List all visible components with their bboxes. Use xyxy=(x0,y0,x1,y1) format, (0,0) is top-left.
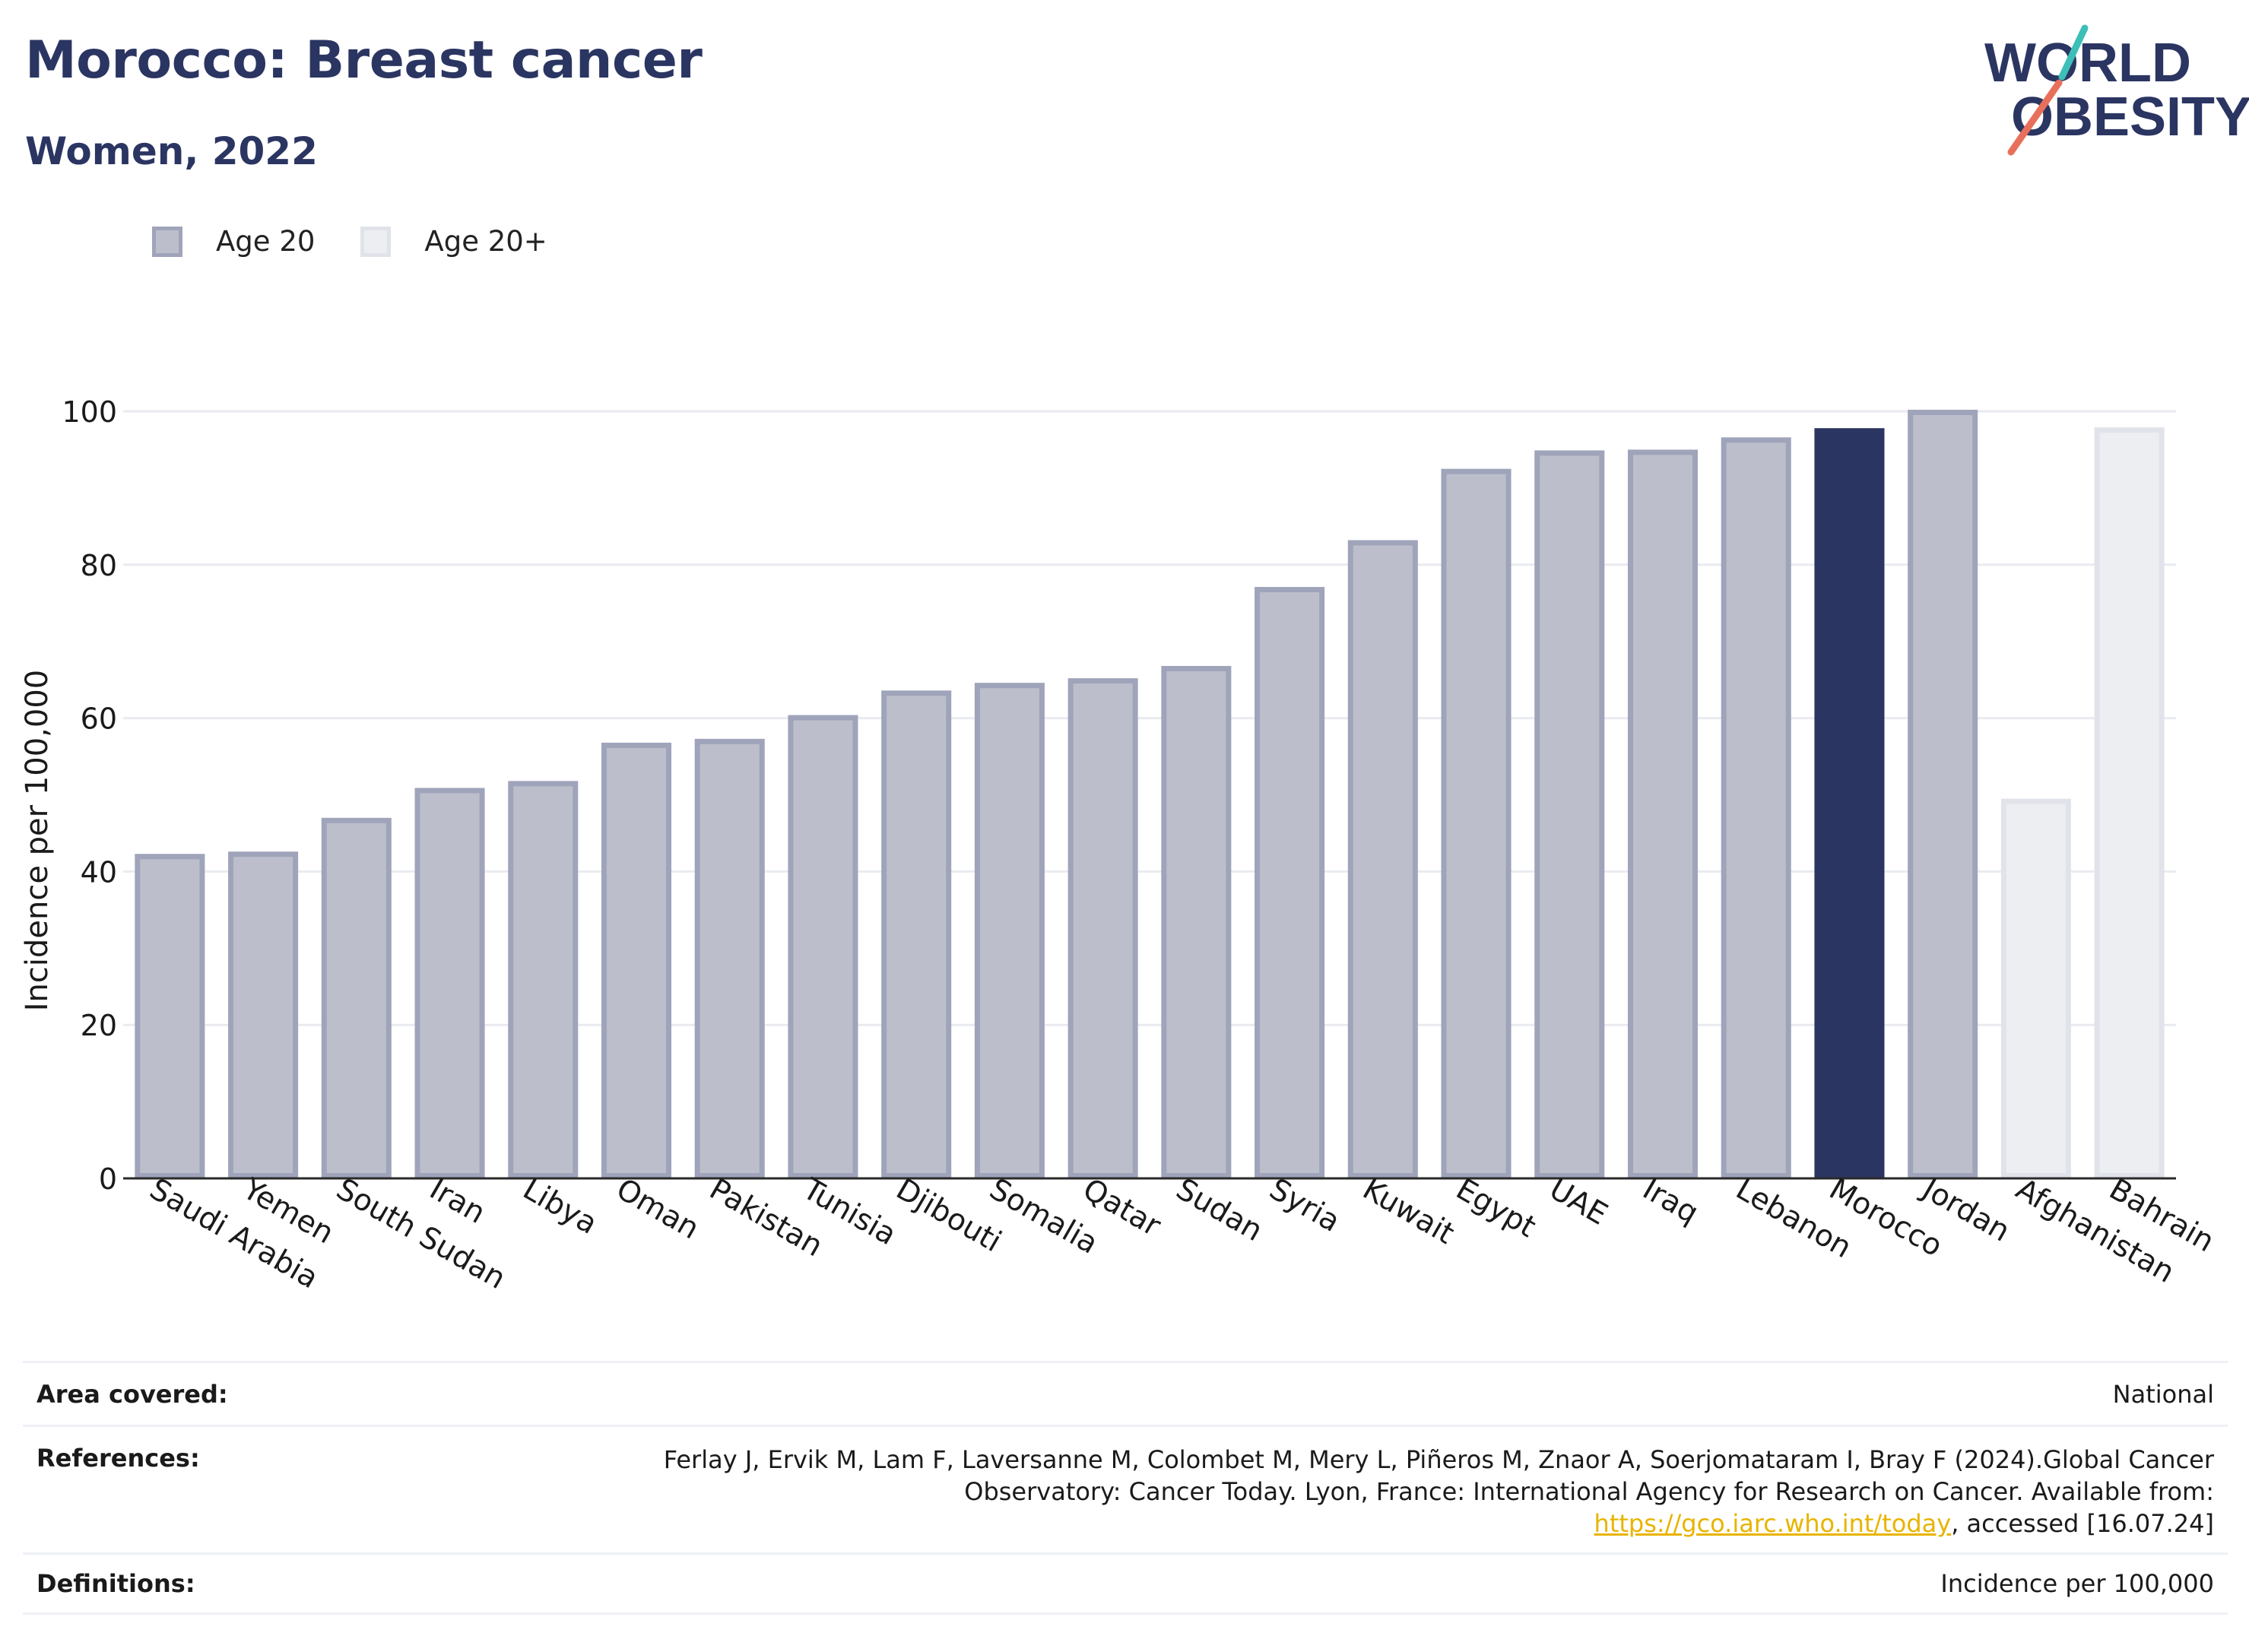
bar-kuwait[interactable] xyxy=(1347,540,1418,1178)
legend-item-age20plus[interactable]: Age 20+ xyxy=(360,225,547,258)
info-row-definitions: Definitions: Incidence per 100,000 xyxy=(23,1552,2228,1615)
references-accessed: , accessed [16.07.24] xyxy=(1951,1509,2214,1538)
legend: Age 20 Age 20+ xyxy=(152,225,593,258)
bar-yemen[interactable] xyxy=(228,851,299,1179)
bar-afghanistan[interactable] xyxy=(2000,798,2071,1178)
legend-swatch-age20 xyxy=(152,226,182,257)
references-text: Ferlay J, Ervik M, Lam F, Laversanne M, … xyxy=(663,1445,2214,1506)
chart-subtitle: Women, 2022 xyxy=(25,129,318,173)
bar-libya[interactable] xyxy=(508,781,579,1178)
bar-saudi-arabia[interactable] xyxy=(135,854,205,1178)
info-row-references: References: Ferlay J, Ervik M, Lam F, La… xyxy=(23,1425,2228,1552)
x-tick-label: Egypt xyxy=(1450,1172,1541,1245)
bar-iran[interactable] xyxy=(414,788,485,1178)
x-tick-label: Sudan xyxy=(1170,1172,1268,1248)
bar-bahrain[interactable] xyxy=(2094,427,2165,1178)
x-tick-label: Djibouti xyxy=(890,1172,1007,1260)
y-tick-label: 100 xyxy=(62,395,117,429)
area-label: Area covered: xyxy=(36,1379,228,1409)
definitions-label: Definitions: xyxy=(36,1569,195,1598)
bar-somalia[interactable] xyxy=(974,683,1045,1179)
bar-syria[interactable] xyxy=(1255,587,1325,1179)
logo-slash-coral xyxy=(2007,79,2063,156)
bar-iraq[interactable] xyxy=(1627,449,1699,1178)
references-link[interactable]: https://gco.iarc.who.int/today xyxy=(1594,1509,1952,1538)
y-axis-label: Incidence per 100,000 xyxy=(20,670,55,1012)
bar-morocco[interactable] xyxy=(1814,428,1885,1178)
x-tick-label: Libya xyxy=(517,1172,603,1241)
y-tick-label: 60 xyxy=(81,702,117,736)
bar-sudan[interactable] xyxy=(1161,665,1232,1179)
definitions-value: Incidence per 100,000 xyxy=(1940,1569,2214,1598)
logo-slash-teal xyxy=(2058,24,2089,81)
references-value: Ferlay J, Ervik M, Lam F, Laversanne M, … xyxy=(648,1444,2214,1539)
bar-south-sudan[interactable] xyxy=(321,817,392,1179)
bar-pakistan[interactable] xyxy=(694,738,765,1178)
info-row-area: Area covered: National xyxy=(23,1361,2228,1425)
y-tick-label: 20 xyxy=(81,1009,117,1042)
chart-title: Morocco: Breast cancer xyxy=(25,30,703,90)
bar-djibouti[interactable] xyxy=(881,690,952,1178)
bar-qatar[interactable] xyxy=(1067,678,1138,1178)
x-tick-label: South Sudan xyxy=(331,1172,512,1296)
legend-swatch-age20plus xyxy=(360,226,392,257)
x-tick-label: Oman xyxy=(611,1172,705,1247)
area-value: National xyxy=(2112,1379,2214,1409)
bar-lebanon[interactable] xyxy=(1721,437,1791,1178)
legend-item-age20[interactable]: Age 20 xyxy=(152,225,315,258)
x-tick-label: UAE xyxy=(1543,1172,1613,1232)
x-tick-label: Kuwait xyxy=(1357,1172,1460,1251)
info-table: Area covered: National References: Ferla… xyxy=(23,1361,2228,1615)
logo-line-world: WORLD xyxy=(1984,33,2191,94)
bar-oman[interactable] xyxy=(601,742,672,1178)
x-tick-label: Syria xyxy=(1264,1172,1346,1239)
y-tick-label: 80 xyxy=(81,549,117,582)
bar-egypt[interactable] xyxy=(1441,468,1511,1179)
y-tick-label: 40 xyxy=(81,855,117,889)
world-obesity-logo: WORLD OBESITY xyxy=(1984,24,2249,156)
y-tick-labels: 0 20 40 60 80 100 xyxy=(62,395,117,1196)
y-tick-label: 0 xyxy=(99,1162,117,1196)
x-tick-label: Iraq xyxy=(1637,1172,1704,1231)
legend-label-age20: Age 20 xyxy=(216,225,316,258)
bar-tunisia[interactable] xyxy=(788,715,858,1178)
references-label: References: xyxy=(36,1444,200,1473)
bar-uae[interactable] xyxy=(1534,450,1605,1179)
bars xyxy=(135,409,2165,1179)
legend-label-age20plus: Age 20+ xyxy=(424,225,547,258)
bar-jordan[interactable] xyxy=(1908,409,1978,1178)
